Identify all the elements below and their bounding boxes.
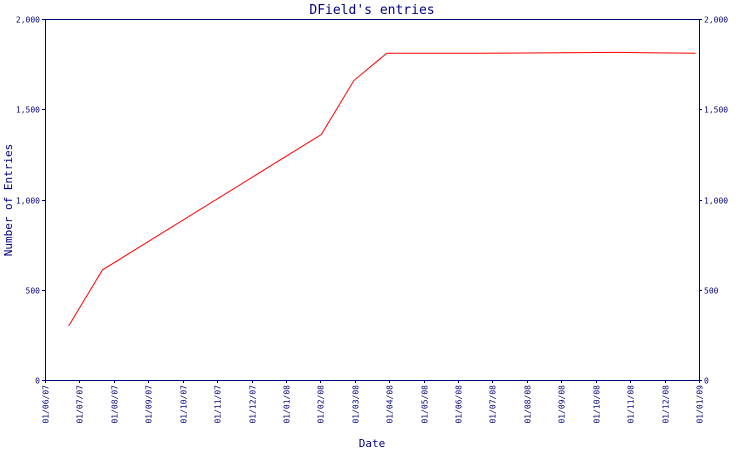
x-tick-label: 01/04/08 xyxy=(386,385,395,424)
x-tick-label: 01/05/08 xyxy=(421,385,430,424)
x-tick-label: 01/12/07 xyxy=(249,385,258,424)
x-tick-label: 01/01/08 xyxy=(283,385,292,424)
x-tick-label: 01/12/08 xyxy=(662,385,671,424)
plot-frame xyxy=(45,19,700,381)
y-axis-label: Number of Entries xyxy=(2,144,15,257)
x-tick-label: 01/11/08 xyxy=(627,385,636,424)
x-tick-label: 01/11/07 xyxy=(214,385,223,424)
y-tick-label-right: 1,000 xyxy=(704,197,728,206)
y-tick-label-right: 2,000 xyxy=(704,16,728,25)
x-axis-label: Date xyxy=(359,437,386,450)
x-tick-label: 01/01/09 xyxy=(696,385,705,424)
y-tick-label-right: 0 xyxy=(704,377,709,386)
x-tick-label: 01/06/08 xyxy=(455,385,464,424)
y-tick-label-left: 0 xyxy=(35,377,40,386)
y-tick-label-left: 1,000 xyxy=(16,197,40,206)
y-axis-left: 0 500 1,000 1,500 2,000 xyxy=(16,16,45,386)
x-tick-label: 01/07/07 xyxy=(76,385,85,424)
x-tick-label: 01/02/08 xyxy=(317,385,326,424)
x-tick-label: 01/07/08 xyxy=(489,385,498,424)
x-axis: 01/06/07 01/07/07 01/08/07 01/09/07 01/10/07… xyxy=(42,380,705,424)
series-group xyxy=(68,51,696,327)
y-tick-label-left: 500 xyxy=(26,287,41,296)
y-tick-label-left: 2,000 xyxy=(16,16,40,25)
x-tick-label: 01/10/07 xyxy=(180,385,189,424)
y-axis-right: 0 500 1,000 1,500 2,000 xyxy=(699,16,728,386)
x-tick-label: 01/09/08 xyxy=(558,385,567,424)
x-tick-label: 01/08/07 xyxy=(111,385,120,424)
y-tick-label-right: 1,500 xyxy=(704,106,728,115)
x-tick-label: 01/09/07 xyxy=(145,385,154,424)
series-line xyxy=(68,51,696,327)
x-tick-label: 01/08/08 xyxy=(524,385,533,424)
x-tick-label: 01/03/08 xyxy=(352,385,361,424)
x-tick-label: 01/06/07 xyxy=(42,385,51,424)
y-tick-label-left: 1,500 xyxy=(16,106,40,115)
y-tick-label-right: 500 xyxy=(704,287,719,296)
x-tick-label: 01/10/08 xyxy=(593,385,602,424)
chart-title: DField's entries xyxy=(309,3,434,18)
